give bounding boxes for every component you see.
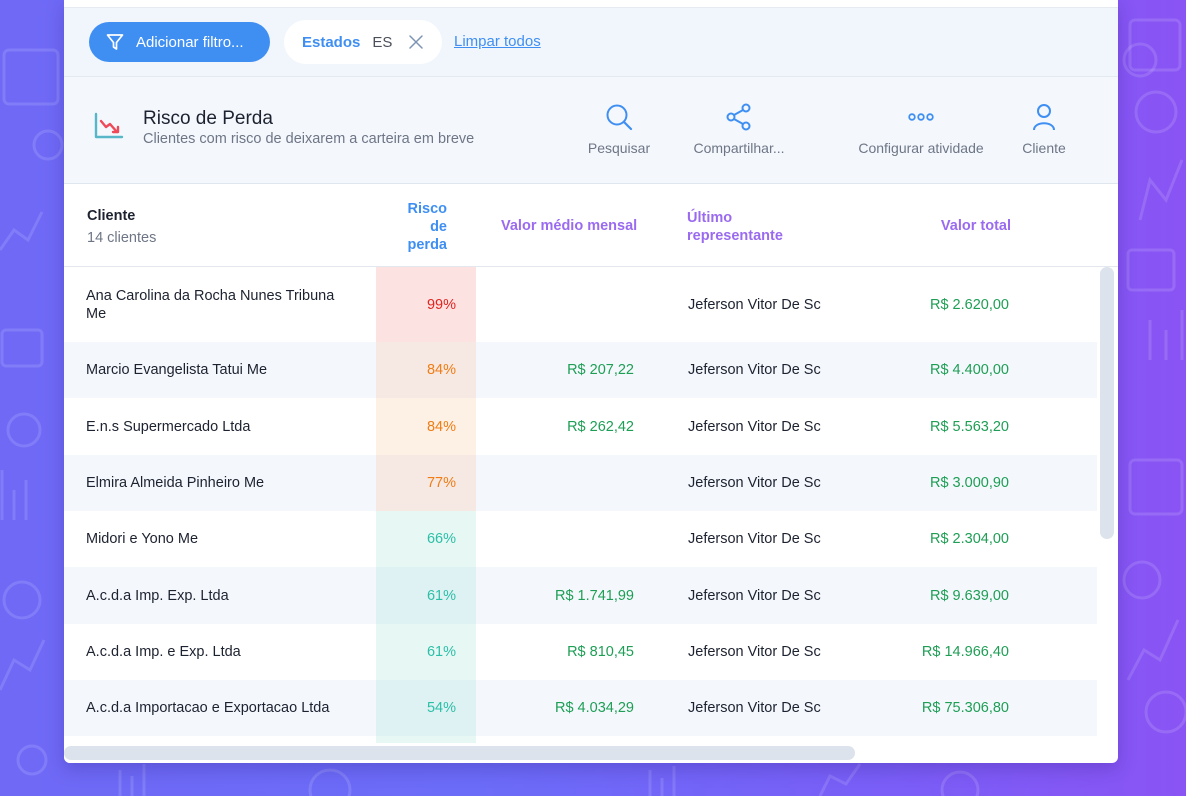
cell-valor-medio: R$ 1.741,99 xyxy=(554,587,634,604)
cell-valor-medio: R$ 262,42 xyxy=(567,418,634,435)
search-label: Pesquisar xyxy=(587,140,651,156)
cell-risco xyxy=(376,736,476,743)
chart-down-icon xyxy=(94,112,124,139)
cell-valor-medio: R$ 207,22 xyxy=(567,362,634,378)
cell-valor-total: R$ 2.620,00 xyxy=(929,296,1009,313)
add-filter-button[interactable]: Adicionar filtro... xyxy=(89,22,270,62)
table-row[interactable]: Midori e Yono Me 66% Jeferson Vitor De S… xyxy=(64,511,1097,567)
filter-chip-value: ES xyxy=(372,33,393,51)
cell-risco: 66% xyxy=(376,511,476,567)
risk-panel-card: Adicionar filtro... Estados ES Limpar to… xyxy=(64,0,1118,763)
configure-activity-button[interactable]: Configurar atividade xyxy=(856,103,986,156)
cell-valor-total xyxy=(824,736,1009,743)
cell-valor-total: R$ 3.000,90 xyxy=(929,475,1009,491)
cell-cliente: A.c.d.a Imp. e Exp. Ltda xyxy=(86,644,241,660)
cell-representante: Jeferson Vitor De Sc xyxy=(688,644,821,660)
cell-risco: 99% xyxy=(376,267,476,342)
cell-risco: 84% xyxy=(376,342,476,398)
cell-representante: Jeferson Vitor De Sc xyxy=(688,700,821,716)
cell-valor-total: R$ 4.400,00 xyxy=(929,362,1009,378)
cell-cliente: E.n.s Supermercado Ltda xyxy=(86,418,251,435)
configure-activity-label: Configurar atividade xyxy=(858,140,984,156)
page-title: Risco de Perda xyxy=(143,108,273,129)
cell-valor-medio xyxy=(476,455,634,511)
share-button[interactable]: Compartilhar... xyxy=(686,103,792,156)
share-label: Compartilhar... xyxy=(693,140,785,156)
close-icon[interactable] xyxy=(408,34,424,50)
column-header-valor-medio[interactable]: Valor médio mensal xyxy=(501,218,638,234)
cell-risco: 54% xyxy=(376,680,476,736)
column-header-risco-line: Risco xyxy=(407,201,448,217)
cell-representante: Jeferson Vitor De Sc xyxy=(688,531,821,547)
page-subtitle: Clientes com risco de deixarem a carteir… xyxy=(143,131,475,147)
table-body: Ana Carolina da Rocha Nunes Tribuna Me 9… xyxy=(64,267,1097,743)
table-row[interactable]: A.c.d.a Importacao e Exportacao Ltda 54%… xyxy=(64,680,1097,736)
horizontal-scrollbar-thumb[interactable] xyxy=(64,746,855,760)
cell-cliente: A.c.d.a Imp. Exp. Ltda xyxy=(86,587,229,604)
cell-representante xyxy=(688,736,822,743)
filter-chip-estados[interactable]: Estados ES xyxy=(284,20,442,64)
cell-cliente: Midori e Yono Me xyxy=(86,531,199,547)
share-icon xyxy=(726,103,751,131)
client-button[interactable]: Cliente xyxy=(1014,103,1074,156)
filter-chip-key: Estados xyxy=(302,33,361,51)
client-count: 14 clientes xyxy=(87,230,157,246)
table-row[interactable] xyxy=(64,736,1097,743)
column-header-risco[interactable]: Risco de perda xyxy=(394,200,448,254)
search-button[interactable]: Pesquisar xyxy=(584,103,654,156)
cell-risco: 84% xyxy=(376,398,476,455)
cell-valor-total: R$ 5.563,20 xyxy=(929,418,1009,435)
user-icon xyxy=(1033,104,1055,131)
table-row[interactable]: A.c.d.a Imp. e Exp. Ltda 61% R$ 810,45 J… xyxy=(64,624,1097,680)
cell-cliente: A.c.d.a Importacao e Exportacao Ltda xyxy=(86,700,330,716)
cell-valor-medio xyxy=(476,267,634,342)
filter-bar: Adicionar filtro... Estados ES Limpar to… xyxy=(64,8,1118,77)
cell-cliente: Marcio Evangelista Tatui Me xyxy=(86,362,268,378)
cell-valor-total: R$ 75.306,80 xyxy=(921,700,1009,716)
cell-valor-medio xyxy=(476,736,634,743)
cell-valor-medio: R$ 810,45 xyxy=(567,644,634,660)
more-icon xyxy=(908,113,934,121)
table-header: Cliente 14 clientes Risco de perda Valor… xyxy=(64,184,1118,267)
cell-valor-total: R$ 9.639,00 xyxy=(929,587,1009,604)
cell-representante: Jeferson Vitor De Sc xyxy=(688,418,821,435)
column-header-ultimo-line: Último xyxy=(687,210,733,226)
add-filter-label: Adicionar filtro... xyxy=(136,33,244,51)
column-header-ultimo-representante[interactable]: Último representante xyxy=(687,209,783,245)
table-row[interactable]: A.c.d.a Imp. Exp. Ltda 61% R$ 1.741,99 J… xyxy=(64,567,1097,624)
vertical-scrollbar-thumb[interactable] xyxy=(1100,267,1114,539)
cell-risco: 61% xyxy=(376,624,476,680)
client-label: Cliente xyxy=(1022,140,1066,156)
table-row[interactable]: Marcio Evangelista Tatui Me 84% R$ 207,2… xyxy=(64,342,1097,398)
column-header-cliente[interactable]: Cliente xyxy=(87,208,136,224)
cell-cliente: Elmira Almeida Pinheiro Me xyxy=(86,475,265,491)
table-row[interactable]: Elmira Almeida Pinheiro Me 77% Jeferson … xyxy=(64,455,1097,511)
column-header-ultimo-line: representante xyxy=(687,228,783,244)
cell-representante: Jeferson Vitor De Sc xyxy=(688,362,821,378)
cell-risco: 77% xyxy=(376,455,476,511)
cell-valor-medio xyxy=(476,511,634,567)
cell-representante: Jeferson Vitor De Sc xyxy=(688,587,821,604)
column-header-valor-total[interactable]: Valor total xyxy=(940,218,1011,234)
column-header-risco-line: perda xyxy=(407,237,448,253)
cell-cliente xyxy=(86,736,356,743)
top-strip xyxy=(64,0,1118,8)
column-header-risco-line: de xyxy=(430,219,447,235)
cell-representante: Jeferson Vitor De Sc xyxy=(688,296,821,313)
cell-cliente: Ana Carolina da Rocha Nunes Tribuna Me xyxy=(86,287,335,322)
cell-representante: Jeferson Vitor De Sc xyxy=(688,475,821,491)
table-row[interactable]: Ana Carolina da Rocha Nunes Tribuna Me 9… xyxy=(64,267,1097,342)
cell-valor-medio: R$ 4.034,29 xyxy=(554,700,634,716)
cell-valor-total: R$ 2.304,00 xyxy=(929,531,1009,547)
panel-header: Risco de Perda Clientes com risco de dei… xyxy=(64,77,1118,184)
search-icon xyxy=(606,104,633,131)
filter-icon xyxy=(106,34,124,50)
clear-all-link[interactable]: Limpar todos xyxy=(454,33,541,50)
cell-risco: 61% xyxy=(376,567,476,624)
table-row[interactable]: E.n.s Supermercado Ltda 84% R$ 262,42 Je… xyxy=(64,398,1097,455)
cell-valor-total: R$ 14.966,40 xyxy=(921,644,1009,660)
